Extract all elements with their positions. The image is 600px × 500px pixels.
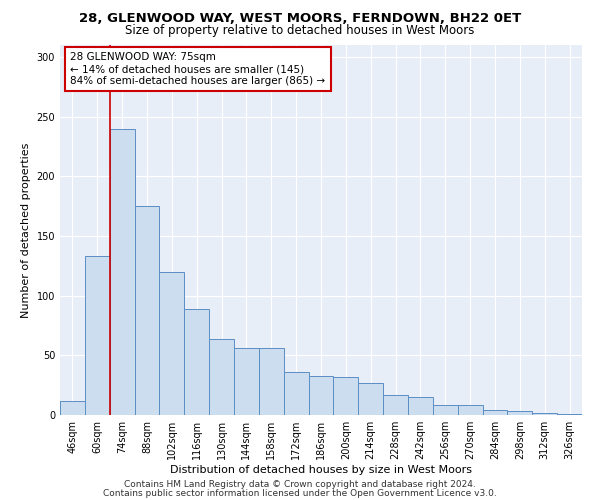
Bar: [259, 348, 284, 415]
Bar: [408, 397, 433, 415]
Bar: [308, 376, 334, 415]
Bar: [383, 394, 408, 415]
Text: Contains HM Land Registry data © Crown copyright and database right 2024.: Contains HM Land Registry data © Crown c…: [124, 480, 476, 489]
Text: Contains public sector information licensed under the Open Government Licence v3: Contains public sector information licen…: [103, 488, 497, 498]
Bar: [85, 256, 110, 415]
Text: 28 GLENWOOD WAY: 75sqm
← 14% of detached houses are smaller (145)
84% of semi-de: 28 GLENWOOD WAY: 75sqm ← 14% of detached…: [70, 52, 326, 86]
X-axis label: Distribution of detached houses by size in West Moors: Distribution of detached houses by size …: [170, 465, 472, 475]
Text: 28, GLENWOOD WAY, WEST MOORS, FERNDOWN, BH22 0ET: 28, GLENWOOD WAY, WEST MOORS, FERNDOWN, …: [79, 12, 521, 26]
Bar: [334, 377, 358, 415]
Bar: [358, 383, 383, 415]
Bar: [532, 412, 557, 415]
Bar: [458, 406, 482, 415]
Bar: [160, 272, 184, 415]
Bar: [508, 412, 532, 415]
Bar: [284, 372, 308, 415]
Bar: [60, 400, 85, 415]
Bar: [209, 338, 234, 415]
Bar: [184, 309, 209, 415]
Bar: [557, 414, 582, 415]
Y-axis label: Number of detached properties: Number of detached properties: [21, 142, 31, 318]
Text: Size of property relative to detached houses in West Moors: Size of property relative to detached ho…: [125, 24, 475, 37]
Bar: [110, 128, 134, 415]
Bar: [433, 406, 458, 415]
Bar: [234, 348, 259, 415]
Bar: [482, 410, 508, 415]
Bar: [134, 206, 160, 415]
